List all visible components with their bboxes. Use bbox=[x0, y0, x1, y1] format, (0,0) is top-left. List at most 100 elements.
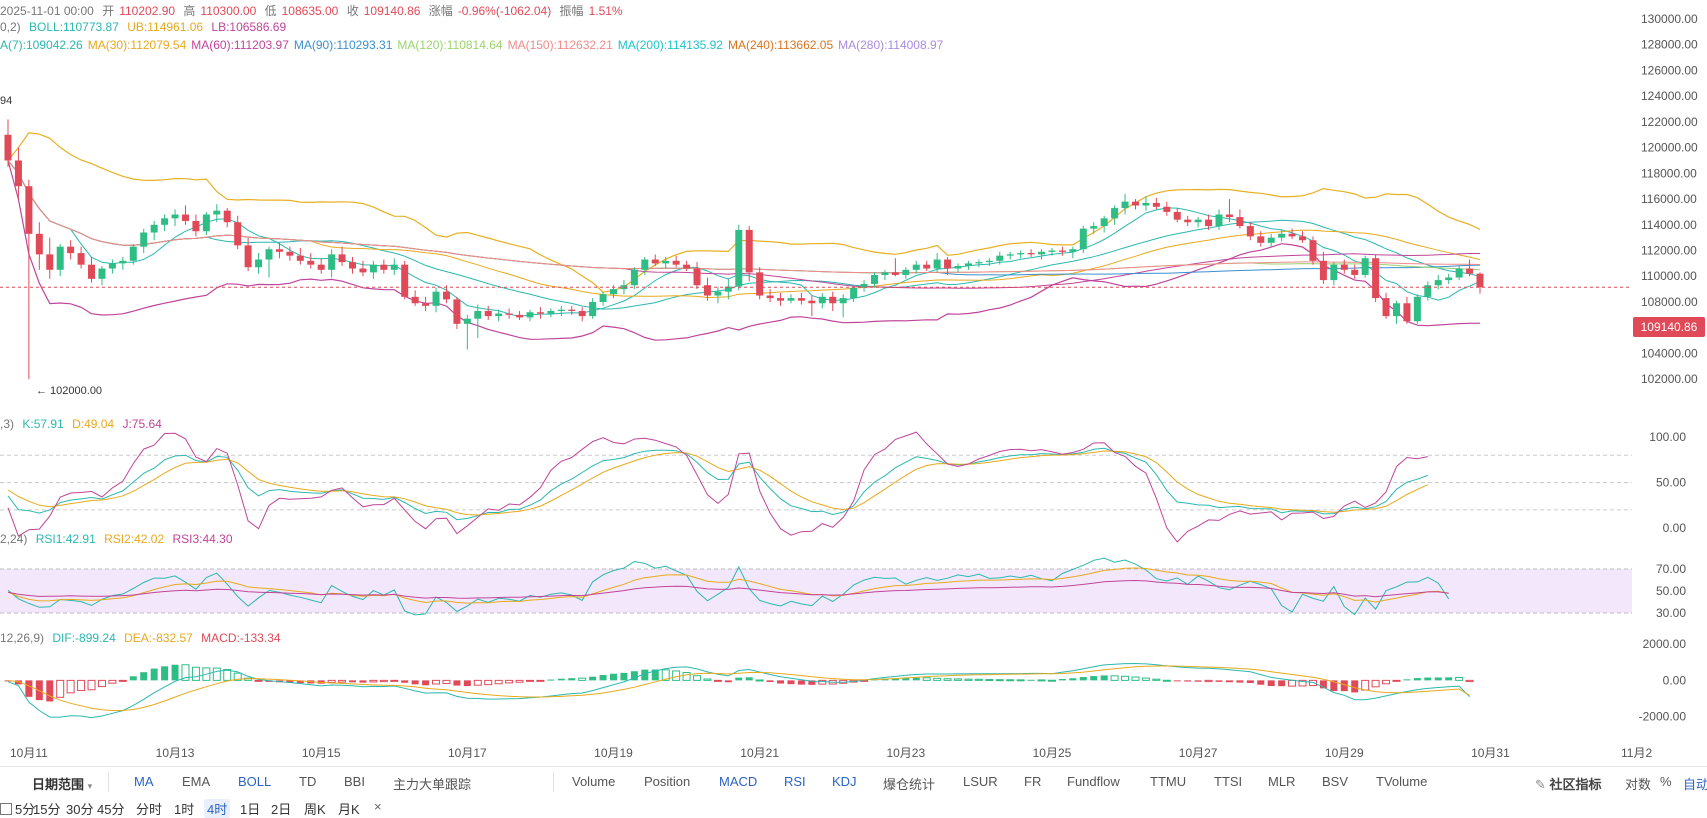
price-axis-tick: 122000.00 bbox=[1641, 115, 1698, 129]
macd-histogram-bar bbox=[494, 679, 503, 685]
macd-histogram-bar bbox=[525, 679, 534, 682]
chart-canvas[interactable]: 130000.00 128000.00 126000.00 124000.00 1220… bbox=[0, 0, 1707, 766]
ind-fr[interactable]: FR bbox=[1024, 774, 1042, 789]
interval-1h[interactable]: 1时 bbox=[174, 802, 195, 817]
candle-body bbox=[349, 262, 357, 269]
boll-mid-line bbox=[7, 160, 1481, 310]
candle-body bbox=[213, 210, 221, 215]
candle-body bbox=[912, 264, 920, 270]
rsi-axis-tick: 50.00 bbox=[1656, 584, 1686, 598]
open-label: 开 bbox=[102, 4, 115, 18]
macd-histogram-bar bbox=[1016, 679, 1025, 682]
percent-scale-toggle[interactable]: % bbox=[1660, 774, 1672, 789]
ind-bsv[interactable]: BSV bbox=[1322, 774, 1349, 789]
ind-position[interactable]: Position bbox=[644, 774, 691, 789]
ind-ttsi[interactable]: TTSI bbox=[1214, 774, 1243, 789]
interval-45m[interactable]: 45分 bbox=[97, 802, 125, 817]
ind-kdj[interactable]: KDJ bbox=[832, 774, 857, 789]
macd-histogram-bar bbox=[735, 677, 743, 681]
candle-body bbox=[484, 310, 492, 317]
interval-5m-label: 5分 bbox=[15, 802, 36, 817]
macd-histogram-bar bbox=[1445, 677, 1453, 681]
macd-histogram-bar bbox=[296, 680, 304, 684]
ind-tvolume[interactable]: TVolume bbox=[1376, 774, 1428, 789]
interval-5m[interactable]: 5分 bbox=[0, 799, 35, 818]
candle-body bbox=[56, 246, 64, 270]
ind-main-tracking[interactable]: 主力大单跟踪 bbox=[393, 777, 472, 792]
macd-histogram-bar bbox=[808, 680, 816, 685]
candle-body bbox=[766, 295, 774, 299]
candle-body bbox=[1090, 226, 1098, 229]
candle-body bbox=[463, 318, 471, 324]
candle-body bbox=[380, 264, 388, 270]
candle-body bbox=[756, 272, 764, 296]
candle-body bbox=[735, 229, 743, 287]
interval-1mo[interactable]: 月K bbox=[338, 802, 360, 817]
close-icon[interactable]: × bbox=[374, 799, 382, 814]
macd-histogram-bar bbox=[129, 676, 137, 681]
community-indicators-button[interactable]: ✎ 社区指标 bbox=[1535, 774, 1602, 793]
macd-histogram-bar bbox=[1141, 677, 1150, 681]
ind-ma[interactable]: MA bbox=[134, 774, 154, 789]
ohlc-info: 2025-11-01 00:00 开 110202.90 高 110300.00 低… bbox=[0, 2, 628, 19]
interval-4h[interactable]: 4时 bbox=[204, 799, 231, 818]
candle-body bbox=[46, 254, 54, 270]
macd-histogram-bar bbox=[453, 680, 461, 686]
time-axis-tick: 10月29 bbox=[1325, 746, 1364, 760]
macd-histogram-bar bbox=[349, 680, 357, 683]
ind-position-stats[interactable]: 爆仓统计 bbox=[883, 777, 936, 792]
log-scale-toggle[interactable]: 对数 bbox=[1625, 777, 1652, 792]
auto-scale-toggle[interactable]: 自动 bbox=[1683, 777, 1707, 792]
ind-bbi[interactable]: BBI bbox=[344, 774, 365, 789]
interval-1d[interactable]: 1日 bbox=[240, 802, 261, 817]
change-value: -0.96%(-1062.04) bbox=[457, 4, 552, 18]
candle-body bbox=[1225, 214, 1233, 218]
macd-histogram-bar bbox=[181, 664, 190, 681]
macd-dif-line bbox=[7, 662, 1470, 719]
date-range-dropdown[interactable]: 日期范围 ▾ bbox=[32, 774, 92, 793]
macd-dea-line bbox=[7, 665, 1470, 711]
price-axis-tick: 110000.00 bbox=[1641, 269, 1697, 283]
interval-time[interactable]: 分时 bbox=[136, 802, 163, 817]
candle-body bbox=[933, 259, 941, 269]
time-axis-tick: 11月2 bbox=[1621, 746, 1652, 760]
ind-macd[interactable]: MACD bbox=[719, 774, 758, 789]
ind-boll[interactable]: BOLL bbox=[238, 774, 272, 789]
candle-body bbox=[557, 309, 565, 311]
close-value: 109140.86 bbox=[363, 4, 421, 18]
ind-td[interactable]: TD bbox=[299, 774, 317, 789]
macd-histogram-bar bbox=[505, 679, 514, 684]
ma-legend-0: A(7):109042.26 bbox=[0, 38, 83, 52]
ind-ema[interactable]: EMA bbox=[182, 774, 211, 789]
ind-volume[interactable]: Volume bbox=[572, 774, 616, 789]
ind-rsi[interactable]: RSI bbox=[784, 774, 806, 789]
ma-legend-2: MA(60):111203.97 bbox=[191, 38, 289, 52]
macd-histogram-bar bbox=[599, 675, 607, 681]
boll-upper: UB:114961.06 bbox=[127, 20, 204, 34]
candle-body bbox=[516, 314, 524, 318]
rsi-axis-tick: 30.00 bbox=[1656, 606, 1686, 620]
ind-lsur[interactable]: LSUR bbox=[963, 774, 998, 789]
interval-15m[interactable]: 15分 bbox=[33, 802, 61, 817]
kdj-d: D:49.04 bbox=[72, 417, 115, 431]
macd-histogram-bar bbox=[1110, 675, 1119, 681]
ind-fundflow[interactable]: Fundflow bbox=[1067, 774, 1120, 789]
price-axis-tick: 120000.00 bbox=[1641, 141, 1698, 155]
rsi-2: RSI2:42.02 bbox=[104, 532, 165, 546]
macd-histogram-bar bbox=[77, 679, 86, 692]
candle-body bbox=[787, 298, 795, 301]
interval-2d[interactable]: 2日 bbox=[271, 802, 292, 817]
candle-body bbox=[620, 285, 628, 290]
interval-1w[interactable]: 周K bbox=[304, 802, 326, 817]
candle-body bbox=[1309, 240, 1317, 261]
macd-histogram-bar bbox=[1392, 679, 1401, 682]
boll-mid: BOLL:110773.87 bbox=[29, 20, 119, 34]
ind-ttmu[interactable]: TTMU bbox=[1150, 774, 1187, 789]
macd-axis-tick: 2000.00 bbox=[1643, 637, 1687, 651]
ind-mlr[interactable]: MLR bbox=[1268, 774, 1296, 789]
ma-legend-5: MA(150):112632.21 bbox=[507, 38, 613, 52]
interval-30m[interactable]: 30分 bbox=[66, 802, 94, 817]
macd-histogram-bar bbox=[672, 670, 681, 681]
macd-histogram-bar bbox=[745, 677, 753, 681]
candle-body bbox=[1246, 226, 1254, 237]
